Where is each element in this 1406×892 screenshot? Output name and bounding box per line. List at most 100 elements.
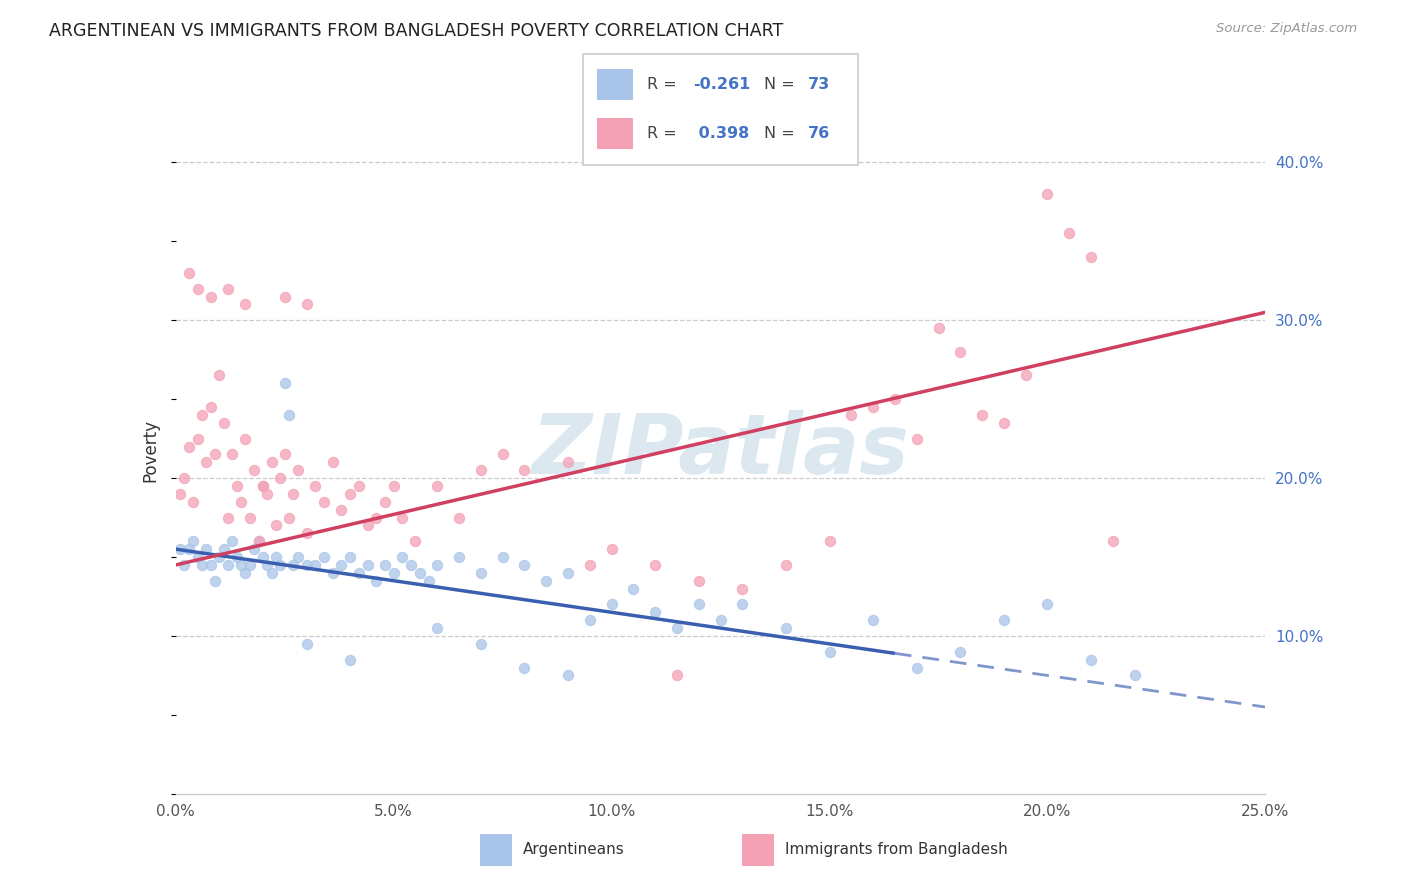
Point: [339, 487, 361, 501]
Point: [235, 432, 257, 446]
Point: [339, 653, 361, 667]
Point: [212, 416, 235, 430]
Point: [173, 471, 195, 485]
Point: [295, 558, 318, 572]
Point: [666, 668, 689, 682]
Point: [426, 621, 449, 635]
Point: [287, 549, 309, 564]
Point: [177, 440, 200, 454]
Point: [181, 534, 204, 549]
Point: [928, 321, 950, 335]
Point: [283, 558, 305, 572]
Point: [905, 660, 928, 674]
Point: [993, 416, 1015, 430]
Point: [204, 447, 226, 461]
Point: [235, 297, 257, 311]
Point: [322, 455, 344, 469]
Point: [970, 408, 993, 422]
Point: [217, 558, 239, 572]
Point: [243, 463, 266, 477]
Point: [260, 566, 283, 580]
Text: ZIPatlas: ZIPatlas: [531, 410, 910, 491]
Point: [949, 645, 972, 659]
Point: [269, 471, 291, 485]
Point: [181, 495, 204, 509]
Text: R =: R =: [647, 78, 682, 92]
Point: [235, 566, 257, 580]
Text: ARGENTINEAN VS IMMIGRANTS FROM BANGLADESH POVERTY CORRELATION CHART: ARGENTINEAN VS IMMIGRANTS FROM BANGLADES…: [49, 22, 783, 40]
Point: [513, 558, 536, 572]
Point: [200, 289, 222, 303]
Point: [221, 534, 243, 549]
Point: [470, 637, 492, 651]
Point: [191, 558, 214, 572]
Point: [688, 598, 710, 612]
Text: Source: ZipAtlas.com: Source: ZipAtlas.com: [1216, 22, 1357, 36]
Point: [231, 558, 253, 572]
Point: [492, 549, 515, 564]
Point: [304, 558, 326, 572]
Point: [208, 549, 231, 564]
Point: [195, 542, 218, 557]
Point: [1015, 368, 1038, 383]
Point: [418, 574, 440, 588]
Point: [195, 455, 218, 469]
Point: [557, 668, 579, 682]
Point: [356, 558, 378, 572]
Point: [905, 432, 928, 446]
Text: Argentineans: Argentineans: [523, 842, 624, 857]
Point: [239, 510, 262, 524]
Point: [260, 455, 283, 469]
Point: [243, 542, 266, 557]
Point: [256, 558, 278, 572]
Point: [252, 549, 274, 564]
Point: [283, 487, 305, 501]
Point: [841, 408, 863, 422]
Point: [186, 282, 209, 296]
Point: [374, 558, 396, 572]
Point: [330, 558, 353, 572]
Point: [287, 463, 309, 477]
Point: [731, 582, 754, 596]
Point: [818, 645, 841, 659]
Point: [239, 558, 262, 572]
Point: [256, 487, 278, 501]
Point: [426, 479, 449, 493]
Point: [225, 479, 247, 493]
Point: [347, 566, 370, 580]
Point: [1102, 534, 1125, 549]
Point: [949, 344, 972, 359]
Point: [1036, 186, 1059, 201]
Point: [366, 574, 388, 588]
Point: [405, 534, 427, 549]
Point: [621, 582, 644, 596]
Point: [347, 479, 370, 493]
Point: [1123, 668, 1146, 682]
Point: [204, 574, 226, 588]
Point: [191, 408, 214, 422]
Point: [862, 400, 884, 414]
Point: [644, 605, 666, 619]
Point: [382, 566, 405, 580]
Text: N =: N =: [765, 78, 800, 92]
Point: [426, 558, 449, 572]
Bar: [479, 833, 512, 865]
Point: [212, 542, 235, 557]
Point: [247, 534, 270, 549]
Point: [200, 558, 222, 572]
Point: [409, 566, 432, 580]
Point: [862, 613, 884, 627]
Point: [217, 510, 239, 524]
Point: [470, 566, 492, 580]
FancyBboxPatch shape: [583, 54, 858, 165]
Point: [579, 613, 602, 627]
Point: [731, 598, 754, 612]
Point: [1036, 598, 1059, 612]
Point: [513, 660, 536, 674]
Point: [231, 495, 253, 509]
Point: [374, 495, 396, 509]
Point: [278, 510, 301, 524]
Y-axis label: Poverty: Poverty: [142, 419, 160, 482]
Point: [274, 289, 297, 303]
Point: [1080, 653, 1102, 667]
